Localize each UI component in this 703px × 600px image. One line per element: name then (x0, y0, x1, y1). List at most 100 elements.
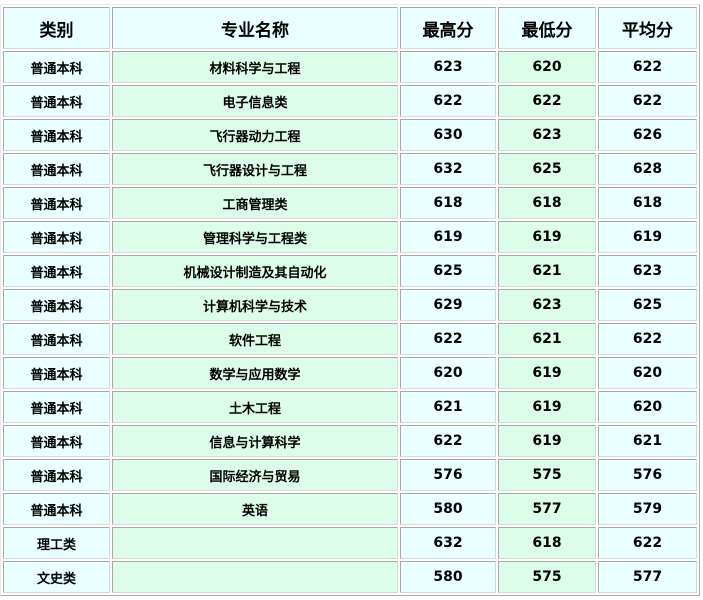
min-score-cell: 575 (498, 459, 596, 491)
major-cell: 材料科学与工程 (112, 51, 398, 83)
category-cell: 文史类 (3, 561, 110, 593)
min-score-cell: 618 (498, 187, 596, 219)
table-row: 普通本科 飞行器动力工程 630 623 626 (3, 119, 697, 151)
table-row: 普通本科 软件工程 622 621 622 (3, 323, 697, 355)
table-row: 普通本科 计算机科学与技术 629 623 625 (3, 289, 697, 321)
score-table: 类别 专业名称 最高分 最低分 平均分 普通本科 材料科学与工程 623 620 622… (0, 4, 700, 596)
table-row: 普通本科 飞行器设计与工程 632 625 628 (3, 153, 697, 185)
major-cell: 工商管理类 (112, 187, 398, 219)
avg-score-cell: 622 (598, 85, 697, 117)
category-cell: 普通本科 (3, 425, 110, 457)
avg-score-cell: 622 (598, 323, 697, 355)
min-score-cell: 619 (498, 221, 596, 253)
major-cell: 管理科学与工程类 (112, 221, 398, 253)
major-cell: 土木工程 (112, 391, 398, 423)
table-row: 普通本科 管理科学与工程类 619 619 619 (3, 221, 697, 253)
max-score-cell: 620 (400, 357, 496, 389)
category-cell: 普通本科 (3, 51, 110, 83)
category-cell: 普通本科 (3, 255, 110, 287)
max-score-cell: 580 (400, 561, 496, 593)
avg-score-cell: 576 (598, 459, 697, 491)
avg-score-cell: 619 (598, 221, 697, 253)
max-score-cell: 576 (400, 459, 496, 491)
max-score-cell: 580 (400, 493, 496, 525)
table-row: 普通本科 机械设计制造及其自动化 625 621 623 (3, 255, 697, 287)
table-row: 普通本科 信息与计算科学 622 619 621 (3, 425, 697, 457)
avg-score-cell: 625 (598, 289, 697, 321)
major-cell: 国际经济与贸易 (112, 459, 398, 491)
table-row: 普通本科 数学与应用数学 620 619 620 (3, 357, 697, 389)
avg-score-cell: 620 (598, 357, 697, 389)
table-row: 普通本科 电子信息类 622 622 622 (3, 85, 697, 117)
category-cell: 理工类 (3, 527, 110, 559)
major-cell: 数学与应用数学 (112, 357, 398, 389)
max-score-cell: 619 (400, 221, 496, 253)
max-score-cell: 630 (400, 119, 496, 151)
min-score-cell: 618 (498, 527, 596, 559)
category-cell: 普通本科 (3, 85, 110, 117)
header-row: 类别 专业名称 最高分 最低分 平均分 (3, 7, 697, 49)
table-row: 普通本科 土木工程 621 619 620 (3, 391, 697, 423)
header-avg: 平均分 (598, 7, 697, 49)
table-row: 普通本科 英语 580 577 579 (3, 493, 697, 525)
min-score-cell: 575 (498, 561, 596, 593)
min-score-cell: 621 (498, 323, 596, 355)
major-cell: 飞行器设计与工程 (112, 153, 398, 185)
min-score-cell: 619 (498, 425, 596, 457)
avg-score-cell: 626 (598, 119, 697, 151)
table-row: 文史类 580 575 577 (3, 561, 697, 593)
major-cell: 计算机科学与技术 (112, 289, 398, 321)
major-cell: 英语 (112, 493, 398, 525)
major-cell (112, 527, 398, 559)
category-cell: 普通本科 (3, 493, 110, 525)
table-row: 普通本科 国际经济与贸易 576 575 576 (3, 459, 697, 491)
min-score-cell: 623 (498, 119, 596, 151)
header-major: 专业名称 (112, 7, 398, 49)
avg-score-cell: 618 (598, 187, 697, 219)
table-row: 普通本科 工商管理类 618 618 618 (3, 187, 697, 219)
min-score-cell: 625 (498, 153, 596, 185)
major-cell (112, 561, 398, 593)
category-cell: 普通本科 (3, 153, 110, 185)
max-score-cell: 622 (400, 323, 496, 355)
category-cell: 普通本科 (3, 119, 110, 151)
category-cell: 普通本科 (3, 459, 110, 491)
avg-score-cell: 620 (598, 391, 697, 423)
min-score-cell: 619 (498, 391, 596, 423)
max-score-cell: 625 (400, 255, 496, 287)
table-row: 理工类 632 618 622 (3, 527, 697, 559)
min-score-cell: 619 (498, 357, 596, 389)
major-cell: 电子信息类 (112, 85, 398, 117)
max-score-cell: 622 (400, 85, 496, 117)
avg-score-cell: 621 (598, 425, 697, 457)
major-cell: 信息与计算科学 (112, 425, 398, 457)
avg-score-cell: 623 (598, 255, 697, 287)
avg-score-cell: 622 (598, 51, 697, 83)
min-score-cell: 577 (498, 493, 596, 525)
major-cell: 机械设计制造及其自动化 (112, 255, 398, 287)
category-cell: 普通本科 (3, 289, 110, 321)
major-cell: 软件工程 (112, 323, 398, 355)
max-score-cell: 618 (400, 187, 496, 219)
category-cell: 普通本科 (3, 357, 110, 389)
category-cell: 普通本科 (3, 323, 110, 355)
header-category: 类别 (3, 7, 110, 49)
max-score-cell: 632 (400, 153, 496, 185)
avg-score-cell: 628 (598, 153, 697, 185)
min-score-cell: 622 (498, 85, 596, 117)
avg-score-cell: 579 (598, 493, 697, 525)
max-score-cell: 622 (400, 425, 496, 457)
category-cell: 普通本科 (3, 391, 110, 423)
max-score-cell: 629 (400, 289, 496, 321)
max-score-cell: 621 (400, 391, 496, 423)
major-cell: 飞行器动力工程 (112, 119, 398, 151)
min-score-cell: 623 (498, 289, 596, 321)
category-cell: 普通本科 (3, 187, 110, 219)
avg-score-cell: 577 (598, 561, 697, 593)
table-row: 普通本科 材料科学与工程 623 620 622 (3, 51, 697, 83)
header-min: 最低分 (498, 7, 596, 49)
max-score-cell: 623 (400, 51, 496, 83)
min-score-cell: 620 (498, 51, 596, 83)
avg-score-cell: 622 (598, 527, 697, 559)
min-score-cell: 621 (498, 255, 596, 287)
